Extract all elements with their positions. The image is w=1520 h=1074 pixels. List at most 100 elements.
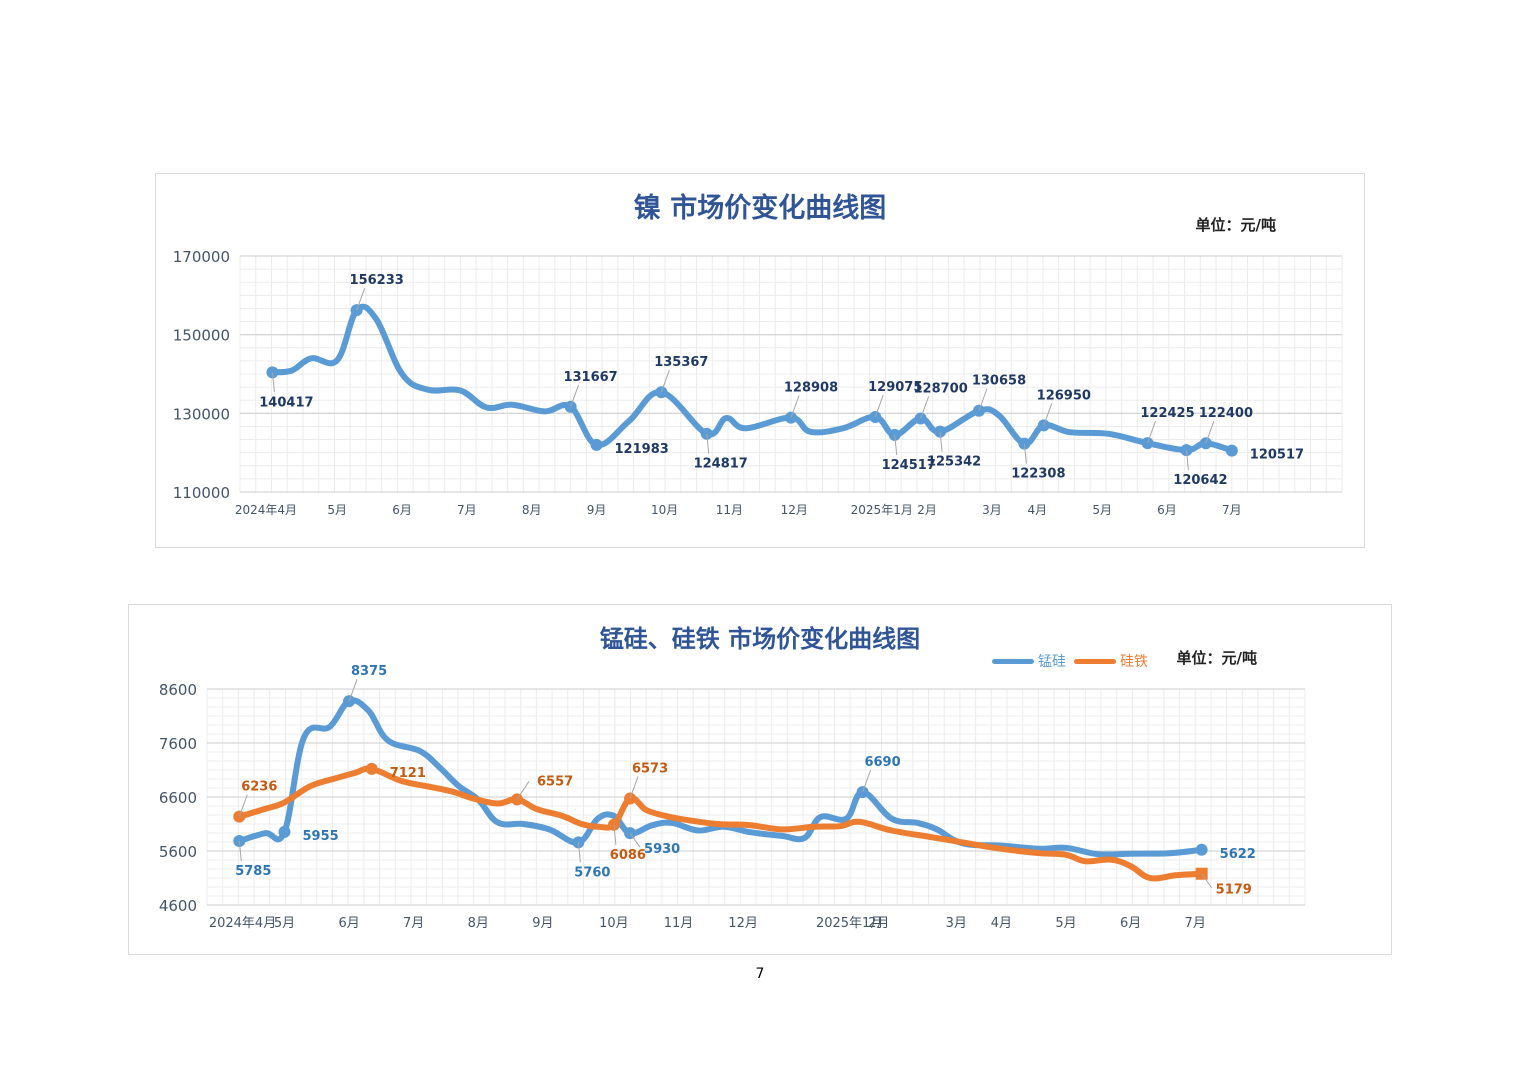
data-label: 5785 bbox=[235, 864, 271, 879]
data-label: 130658 bbox=[972, 374, 1026, 389]
y-tick-label: 110000 bbox=[173, 484, 230, 502]
x-tick-label: 10月 bbox=[599, 916, 629, 931]
data-label: 6236 bbox=[241, 780, 277, 795]
data-label-leader bbox=[516, 781, 530, 800]
nickel-chart-plot: 110000 130000 150000 170000 2024年4月 5月 6月 7月 8月 9… bbox=[173, 248, 1343, 517]
grid-lines bbox=[206, 688, 1306, 906]
x-tick-label: 5月 bbox=[274, 916, 295, 931]
data-label-leader bbox=[939, 431, 943, 452]
x-tick-label: 12月 bbox=[728, 916, 758, 931]
series-line-0 bbox=[269, 303, 1235, 454]
data-label-leader bbox=[570, 384, 580, 407]
legend-item-fesi: 硅铁 bbox=[1074, 651, 1148, 671]
data-label-leader bbox=[629, 832, 641, 848]
data-label: 5622 bbox=[1220, 847, 1256, 862]
data-label-leader bbox=[1043, 403, 1053, 426]
data-label-leader bbox=[920, 396, 930, 419]
data-label: 7121 bbox=[390, 766, 426, 781]
x-tick-label: 7月 bbox=[403, 916, 424, 931]
data-label: 121983 bbox=[615, 442, 669, 457]
data-label-leader bbox=[1023, 443, 1027, 464]
x-tick-label: 2月 bbox=[868, 916, 889, 931]
data-label: 5930 bbox=[644, 842, 680, 857]
nickel-chart-panel: 镍 市场价变化曲线图 单位：元/吨 110000 130000 150000 1700… bbox=[155, 173, 1365, 548]
x-tick-label: 7月 bbox=[1185, 916, 1206, 931]
data-label-leader bbox=[874, 394, 884, 418]
data-point-marker bbox=[655, 386, 668, 399]
data-label: 135367 bbox=[654, 355, 708, 370]
data-label: 124517 bbox=[882, 458, 936, 473]
data-point-marker bbox=[607, 818, 620, 831]
data-point-marker bbox=[1195, 843, 1208, 856]
nickel-unit-label: 单位：元/吨 bbox=[1195, 216, 1276, 234]
data-label-leader bbox=[629, 776, 639, 799]
manganese-silicon-chart-panel: 锰硅、硅铁 市场价变化曲线图 锰硅 硅铁 单位：元/吨 4600 5600 6600… bbox=[128, 604, 1392, 955]
data-point-marker bbox=[572, 836, 585, 849]
data-point-marker bbox=[365, 762, 378, 775]
data-label: 5955 bbox=[303, 829, 339, 844]
x-tick-label: 3月 bbox=[982, 503, 1002, 517]
x-tick-label: 6月 bbox=[392, 503, 412, 517]
data-label: 6086 bbox=[610, 848, 646, 863]
y-tick-label: 130000 bbox=[173, 405, 230, 423]
x-tick-label: 12月 bbox=[781, 503, 808, 517]
legend-label-fesi: 硅铁 bbox=[1120, 654, 1148, 670]
data-point-marker bbox=[1225, 444, 1238, 457]
x-tick-label: 9月 bbox=[587, 503, 607, 517]
data-label: 128908 bbox=[784, 381, 838, 396]
x-tick-label: 2025年1月 bbox=[851, 503, 913, 517]
y-tick-label: 5600 bbox=[159, 843, 197, 861]
ferroalloy-unit-label: 单位：元/吨 bbox=[1176, 649, 1257, 667]
legend-swatch-fesi bbox=[1074, 658, 1116, 664]
nickel-chart-title: 镍 市场价变化曲线图 bbox=[633, 193, 887, 224]
data-label-leader bbox=[1185, 450, 1189, 471]
grid-lines bbox=[239, 255, 1343, 493]
x-tick-label: 8月 bbox=[468, 916, 489, 931]
y-tick-label: 8600 bbox=[159, 681, 197, 699]
data-label-leader bbox=[894, 434, 898, 455]
x-tick-label: 5月 bbox=[327, 503, 347, 517]
x-tick-label: 9月 bbox=[532, 916, 553, 931]
y-tick-label: 7600 bbox=[159, 735, 197, 753]
data-label-leader bbox=[862, 769, 872, 793]
data-label: 5179 bbox=[1216, 883, 1252, 898]
data-point-marker bbox=[343, 695, 356, 708]
data-label-leader bbox=[660, 370, 670, 393]
x-tick-label: 4月 bbox=[1028, 503, 1048, 517]
data-label-leader bbox=[577, 842, 581, 863]
data-label-leader bbox=[271, 372, 275, 393]
x-tick-label: 11月 bbox=[664, 916, 694, 931]
x-tick-label: 10月 bbox=[651, 503, 678, 517]
data-label: 6690 bbox=[864, 755, 900, 770]
data-point-marker bbox=[564, 400, 577, 413]
data-label-leader bbox=[1205, 421, 1215, 444]
x-tick-label: 5月 bbox=[1055, 916, 1076, 931]
data-label: 129075 bbox=[868, 380, 922, 395]
x-tick-label: 6月 bbox=[1120, 916, 1141, 931]
data-label: 120517 bbox=[1250, 448, 1304, 463]
data-label-leader bbox=[238, 794, 248, 817]
data-label: 156233 bbox=[350, 273, 404, 288]
data-label: 126950 bbox=[1037, 388, 1091, 403]
ferroalloy-chart-title: 锰硅、硅铁 市场价变化曲线图 bbox=[599, 625, 921, 653]
x-tick-label: 7月 bbox=[1222, 503, 1242, 517]
x-tick-label: 5月 bbox=[1092, 503, 1112, 517]
data-label: 128700 bbox=[914, 381, 968, 396]
y-tick-label: 150000 bbox=[173, 327, 230, 345]
legend-item-mnsi: 锰硅 bbox=[992, 651, 1066, 671]
legend-swatch-mnsi bbox=[992, 658, 1034, 664]
y-tick-label: 6600 bbox=[159, 789, 197, 807]
data-label: 6573 bbox=[632, 761, 668, 776]
data-label-leader bbox=[790, 395, 800, 418]
data-label: 122425 bbox=[1140, 406, 1194, 421]
data-label-leader bbox=[348, 678, 358, 702]
data-label: 125342 bbox=[927, 455, 981, 470]
data-label: 6557 bbox=[537, 774, 573, 789]
data-point-marker bbox=[856, 786, 869, 799]
data-point-marker bbox=[278, 825, 291, 838]
data-label-leader bbox=[613, 824, 617, 845]
x-tick-label: 11月 bbox=[716, 503, 743, 517]
data-label: 131667 bbox=[563, 370, 617, 385]
x-tick-label: 2024年4月 bbox=[209, 916, 276, 931]
